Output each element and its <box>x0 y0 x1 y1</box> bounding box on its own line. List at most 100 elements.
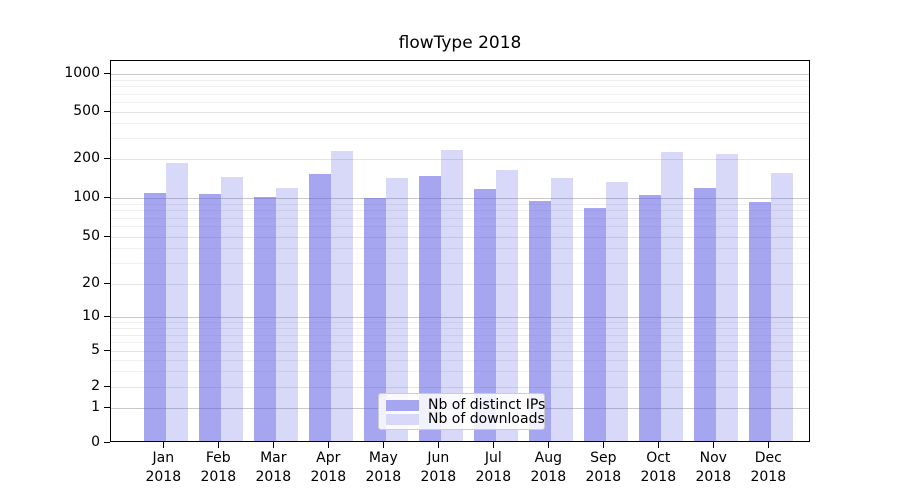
gridline-400 <box>111 123 809 125</box>
x-tick-label-apr-2018: Apr 2018 <box>310 450 347 485</box>
x-tick-mark <box>163 442 165 448</box>
bar-nb-of-distinct-ips-jun-2018 <box>419 176 442 441</box>
bar-nb-of-distinct-ips-jul-2018 <box>474 188 497 441</box>
y-tick-label-1: 1 <box>91 398 100 415</box>
gridline-80 <box>111 210 809 212</box>
bar-nb-of-distinct-ips-dec-2018 <box>749 201 772 441</box>
bar-nb-of-distinct-ips-nov-2018 <box>694 188 717 441</box>
gridline-90 <box>111 203 809 205</box>
bar-nb-of-downloads-mar-2018 <box>276 187 299 441</box>
x-tick-mark <box>328 442 330 448</box>
gridline-70 <box>111 217 809 219</box>
gridline-100 <box>111 197 809 199</box>
bar-nb-of-downloads-oct-2018 <box>661 152 684 441</box>
x-tick-mark <box>603 442 605 448</box>
bar-nb-of-distinct-ips-may-2018 <box>364 198 387 441</box>
legend: Nb of distinct IPs Nb of downloads <box>378 393 545 430</box>
x-tick-label-feb-2018: Feb 2018 <box>200 450 237 485</box>
bar-nb-of-downloads-nov-2018 <box>716 154 739 441</box>
y-tick-mark <box>104 316 110 317</box>
y-tick-label-1000: 1000 <box>64 65 100 82</box>
legend-item-nb-of-downloads: Nb of downloads <box>386 412 545 426</box>
y-tick-mark <box>104 235 110 237</box>
y-tick-mark <box>104 282 110 284</box>
y-tick-mark <box>104 441 110 443</box>
x-tick-label-jan-2018: Jan 2018 <box>145 450 182 485</box>
gridline-200 <box>111 159 809 161</box>
y-tick-mark <box>104 196 110 198</box>
x-tick-mark <box>218 442 220 448</box>
gridline-500 <box>111 111 809 113</box>
y-tick-mark <box>104 110 110 112</box>
bar-nb-of-downloads-sep-2018 <box>606 181 629 441</box>
y-tick-label-20: 20 <box>82 274 100 291</box>
y-tick-label-5: 5 <box>91 342 100 358</box>
gridline-40 <box>111 248 809 250</box>
x-tick-label-sep-2018: Sep 2018 <box>585 450 622 485</box>
x-tick-label-oct-2018: Oct 2018 <box>640 450 677 485</box>
gridline-5 <box>111 351 809 352</box>
y-tick-mark <box>104 406 110 408</box>
bar-nb-of-downloads-apr-2018 <box>331 151 354 441</box>
x-tick-mark <box>713 442 715 448</box>
bar-nb-of-downloads-jan-2018 <box>166 163 189 441</box>
x-tick-mark <box>768 442 770 448</box>
bar-nb-of-downloads-jun-2018 <box>441 149 464 441</box>
gridline-7 <box>111 334 809 336</box>
gridline-20 <box>111 283 809 285</box>
legend-item-nb-of-distinct-ips: Nb of distinct IPs <box>386 398 545 412</box>
gridline-9 <box>111 322 809 324</box>
bar-nb-of-distinct-ips-oct-2018 <box>639 195 662 441</box>
y-tick-mark <box>104 350 110 351</box>
gridline-50 <box>111 236 809 238</box>
y-tick-label-200: 200 <box>73 150 100 167</box>
bar-nb-of-distinct-ips-mar-2018 <box>254 196 277 441</box>
gridline-1000 <box>111 74 809 76</box>
bar-nb-of-downloads-feb-2018 <box>221 177 244 441</box>
gridline-30 <box>111 262 809 264</box>
x-tick-mark <box>383 442 385 448</box>
y-tick-mark <box>104 386 110 387</box>
y-tick-label-100: 100 <box>73 188 100 205</box>
gridline-300 <box>111 138 809 140</box>
bar-nb-of-distinct-ips-feb-2018 <box>199 194 222 441</box>
gridline-60 <box>111 226 809 228</box>
legend-swatch-icon <box>386 399 419 411</box>
y-tick-mark <box>104 158 110 160</box>
x-tick-label-nov-2018: Nov 2018 <box>695 450 732 485</box>
y-tick-mark <box>104 73 110 75</box>
x-tick-label-jun-2018: Jun 2018 <box>420 450 457 485</box>
chart-title: flowType 2018 <box>398 33 522 53</box>
bar-nb-of-downloads-dec-2018 <box>771 172 794 441</box>
bar-nb-of-distinct-ips-sep-2018 <box>584 207 607 441</box>
gridline-3 <box>111 371 809 373</box>
gridline-900 <box>111 80 809 81</box>
gridline-4 <box>111 359 809 361</box>
bar-nb-of-distinct-ips-apr-2018 <box>309 174 332 441</box>
gridline-2 <box>111 387 809 388</box>
x-tick-mark <box>548 442 550 448</box>
gridline-10 <box>111 317 809 318</box>
bar-nb-of-distinct-ips-jan-2018 <box>144 192 167 441</box>
x-tick-label-jul-2018: Jul 2018 <box>475 450 512 485</box>
y-tick-label-500: 500 <box>73 102 100 119</box>
bar-nb-of-downloads-may-2018 <box>386 177 409 441</box>
gridline-800 <box>111 86 809 88</box>
x-tick-mark <box>493 442 495 448</box>
x-tick-mark <box>658 442 660 448</box>
x-tick-label-mar-2018: Mar 2018 <box>255 450 292 485</box>
y-tick-label-0: 0 <box>91 433 100 450</box>
legend-label: Nb of distinct IPs <box>428 397 546 413</box>
x-tick-label-dec-2018: Dec 2018 <box>750 450 787 485</box>
y-tick-label-50: 50 <box>82 227 100 244</box>
bar-nb-of-downloads-aug-2018 <box>551 177 574 441</box>
gridline-6 <box>111 342 809 344</box>
legend-swatch-icon <box>386 413 419 425</box>
x-tick-mark <box>273 442 275 448</box>
bar-nb-of-distinct-ips-aug-2018 <box>529 201 552 441</box>
x-tick-label-aug-2018: Aug 2018 <box>530 450 567 485</box>
x-tick-mark <box>438 442 440 448</box>
gridline-8 <box>111 327 809 329</box>
bar-nb-of-downloads-jul-2018 <box>496 169 519 441</box>
